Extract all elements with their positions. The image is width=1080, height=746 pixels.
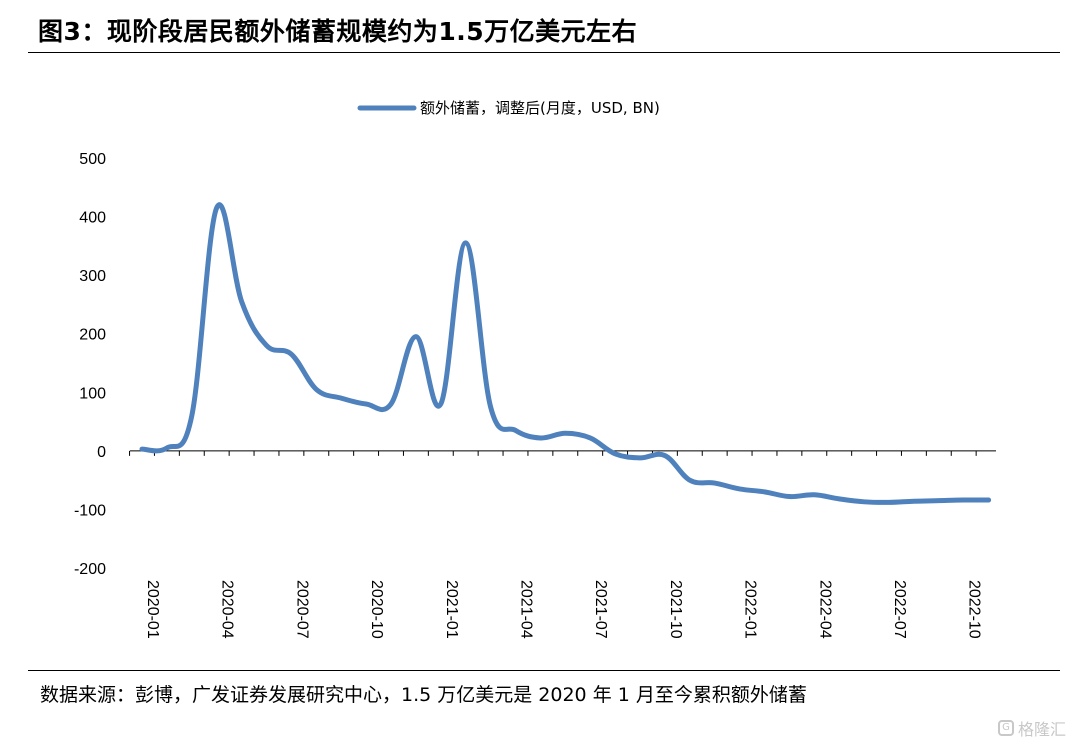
bottom-rule [28,670,1060,671]
x-tick-label: 2022-01 [742,580,759,639]
legend-label: 额外储蓄，调整后(月度，USD, BN) [420,99,660,117]
x-axis: 2020-01 2020-04 2020-07 2020-10 2021-01 2021-… [129,450,996,639]
x-tick-label: 2020-07 [293,580,310,639]
source-note: 数据来源：彭博，广发证券发展研究中心，1.5 万亿美元是 2020 年 1 月至… [40,684,807,706]
chart-area: 额外储蓄，调整后(月度，USD, BN) 500 400 300 200 100 0 -10… [0,56,1080,668]
line-chart: 额外储蓄，调整后(月度，USD, BN) 500 400 300 200 100 0 -10… [74,99,996,639]
x-tick-label: 2020-04 [219,580,236,639]
watermark-text: 格隆汇 [1017,720,1066,739]
x-tick-label: 2022-07 [891,580,908,639]
watermark: G 格隆汇 [997,716,1066,740]
top-rule [28,52,1060,53]
watermark-logo-icon: G [997,720,1014,736]
x-tick-label: 2020-01 [144,580,161,639]
series-layer [139,202,992,505]
y-tick-label: -100 [74,502,106,519]
x-tick-label: 2021-07 [592,580,609,639]
legend: 额外储蓄，调整后(月度，USD, BN) [357,99,660,117]
y-tick-label: 300 [79,268,106,285]
y-tick-label: 100 [79,385,106,402]
y-tick-label: 200 [79,327,106,344]
figure-header: 图3：现阶段居民额外储蓄规模约为1.5万亿美元左右 [0,0,1080,56]
x-tick-label: 2022-04 [816,580,833,639]
series-line [139,202,992,505]
y-tick-label: 0 [97,444,106,461]
figure-title: 图3：现阶段居民额外储蓄规模约为1.5万亿美元左右 [38,17,638,46]
x-tick-label: 2021-01 [443,580,460,639]
x-tick-label: 2021-04 [518,580,535,639]
x-tick-label: 2021-10 [667,580,684,639]
y-axis: 500 400 300 200 100 0 -100 -200 [74,151,106,578]
x-tick-label: 2022-10 [966,580,983,639]
y-tick-label: 500 [79,151,106,168]
y-tick-label: 400 [79,210,106,227]
y-tick-label: -200 [74,561,106,578]
x-tick-label: 2020-10 [368,580,385,639]
